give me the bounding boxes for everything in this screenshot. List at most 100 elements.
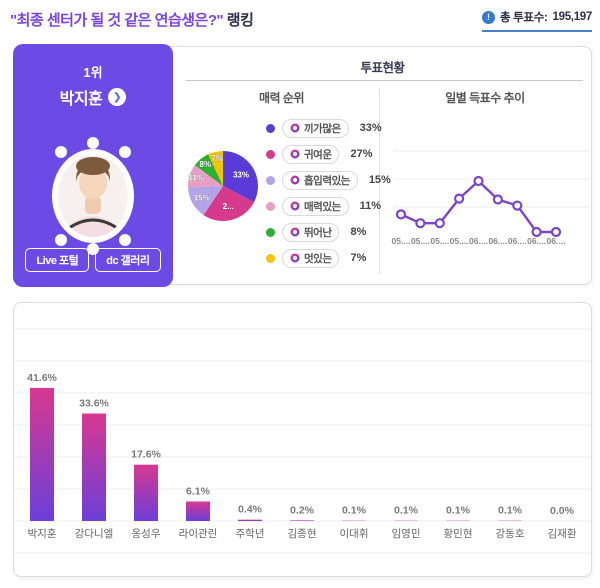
- pie-slice-label: 7%: [211, 154, 223, 163]
- total-votes: ! 총 투표수: 195,197: [481, 9, 593, 32]
- bar-value-label: 0.4%: [238, 504, 263, 516]
- line-point: [395, 209, 407, 220]
- bar-category-label: 옹성우: [132, 528, 161, 540]
- winner-name: 박지훈: [59, 91, 103, 108]
- legend-tag-pill[interactable]: 귀여운: [282, 144, 340, 164]
- page-title-suffix: 랭킹: [223, 12, 254, 29]
- line-point: [434, 218, 445, 229]
- page-title-question: "최종 센터가 될 것 같은 연습생은?": [10, 12, 224, 29]
- bar-category-label: 황민현: [444, 528, 473, 540]
- winner-card[interactable]: 1위 박지훈 ❯ Live 포털 d: [13, 44, 173, 287]
- bar-category-label: 임영민: [392, 527, 421, 540]
- charm-legend: 끼가많은 33% 귀여운 27% 흡입력있는 15% 매력있는 11% 뛰어난 8% 멋있는 7%: [266, 115, 391, 271]
- legend-color-dot: [266, 175, 275, 185]
- pie-slice: [188, 186, 223, 216]
- bar-value-label: 0.2%: [290, 504, 315, 516]
- winner-rank: 1위: [83, 65, 103, 80]
- legend-tag-pill[interactable]: 끼가많은: [282, 118, 349, 138]
- bar: [238, 519, 262, 521]
- chevron-right-icon[interactable]: ❯: [108, 88, 127, 106]
- badge-ring-icon: [290, 227, 300, 237]
- charm-ranking-title: 매력 순위: [259, 91, 305, 105]
- bar: [30, 387, 54, 521]
- bar-value-label: 41.6%: [27, 372, 57, 384]
- legend-color-dot: [266, 123, 275, 133]
- pie-slice-label: 8%: [200, 160, 212, 169]
- winner-card-buttons: Live 포털 dc 갤러리: [13, 248, 173, 272]
- legend-item: 흡입력있는 15%: [266, 167, 391, 193]
- badge-ring-icon: [290, 175, 300, 185]
- pie-slice-label: 2...: [223, 202, 234, 211]
- legend-percent: 7%: [350, 252, 367, 264]
- badge-ring-icon: [290, 253, 300, 263]
- bar-category-label: 강다니엘: [75, 527, 114, 540]
- legend-color-dot: [266, 201, 275, 211]
- line-point: [473, 175, 484, 187]
- pie-slice-label: 11%: [188, 173, 204, 182]
- winner-photo: [52, 137, 134, 255]
- badge-ring-icon: [290, 149, 300, 159]
- page-title: "최종 센터가 될 것 같은 연습생은?" 랭킹: [10, 9, 254, 30]
- bar-value-label: 0.1%: [498, 505, 523, 517]
- legend-label: 끼가많은: [304, 122, 341, 135]
- legend-tag-pill[interactable]: 뛰어난: [282, 222, 340, 242]
- bar: [134, 464, 158, 521]
- info-icon[interactable]: !: [481, 10, 495, 24]
- legend-percent: 33%: [359, 122, 382, 134]
- legend-label: 흡입력있는: [304, 174, 350, 187]
- legend-color-dot: [266, 149, 275, 159]
- bar-category-label: 라이관린: [179, 528, 218, 540]
- line-point: [453, 193, 465, 204]
- bar: [82, 413, 106, 521]
- line-x-label: 05....: [392, 236, 411, 246]
- line-x-label: 05....: [430, 236, 449, 246]
- legend-color-dot: [266, 227, 275, 237]
- bar-value-label: 17.6%: [131, 449, 161, 461]
- line-x-label: 06....: [547, 236, 566, 246]
- bar: [186, 501, 210, 521]
- vote-status-title: 투표현황: [360, 61, 405, 75]
- line-x-label: 06....: [488, 236, 507, 246]
- bar-category-label: 김재환: [548, 528, 577, 540]
- badge-ring-icon: [290, 201, 300, 211]
- pie-slice: [203, 186, 255, 221]
- bar-value-label: 0.1%: [394, 505, 419, 517]
- legend-percent: 11%: [359, 200, 382, 212]
- legend-item: 멋있는 7%: [266, 245, 391, 271]
- legend-percent: 15%: [368, 174, 391, 186]
- line-x-label: 06....: [508, 236, 527, 246]
- line-point: [492, 194, 504, 205]
- legend-item: 매력있는 11%: [266, 193, 391, 219]
- bar-value-label: 0.0%: [550, 505, 575, 517]
- legend-tag-pill[interactable]: 흡입력있는: [282, 170, 358, 190]
- bar-value-label: 0.1%: [446, 505, 471, 517]
- bar-category-label: 이대휘: [340, 528, 369, 540]
- bar-category-label: 김종현: [288, 528, 317, 540]
- dc-gallery-button[interactable]: dc 갤러리: [95, 248, 161, 272]
- pie-slice: [188, 165, 223, 188]
- pie-slice: [194, 154, 223, 186]
- live-portal-button[interactable]: Live 포털: [25, 248, 90, 272]
- trainee-bar-chart-panel: 41.6% 박지훈 33.6% 강다니엘 17.6% 옹성우 6.1% 라이관린 0.4% 주학년…: [13, 302, 592, 577]
- line-x-label: 06....: [469, 236, 488, 246]
- legend-tag-pill[interactable]: 멋있는: [282, 248, 340, 268]
- bar-category-label: 주학년: [236, 528, 265, 540]
- legend-tag-pill[interactable]: 매력있는: [282, 196, 349, 216]
- line-x-label: 05....: [450, 236, 469, 246]
- pie-slice-label: 15%: [194, 194, 210, 203]
- daily-votes-title: 일별 득표수 추이: [445, 91, 525, 105]
- panel-divider: [186, 80, 583, 81]
- total-votes-label: 총 투표수:: [499, 12, 548, 24]
- legend-label: 귀여운: [304, 148, 332, 161]
- daily-votes-line-chart: 05.... 05.... 05.... 05.... 06.... 06.... 06..…: [392, 150, 589, 246]
- legend-label: 멋있는: [304, 252, 332, 265]
- line-point: [550, 226, 562, 238]
- winner-avatar: [58, 155, 128, 237]
- total-votes-value: 195,197: [552, 11, 593, 23]
- line-point: [531, 226, 542, 238]
- trainee-bar-chart: 41.6% 박지훈 33.6% 강다니엘 17.6% 옹성우 6.1% 라이관린 0.4% 주학년…: [14, 328, 591, 554]
- legend-label: 매력있는: [304, 200, 341, 213]
- legend-label: 뛰어난: [304, 226, 332, 239]
- legend-color-dot: [266, 253, 275, 263]
